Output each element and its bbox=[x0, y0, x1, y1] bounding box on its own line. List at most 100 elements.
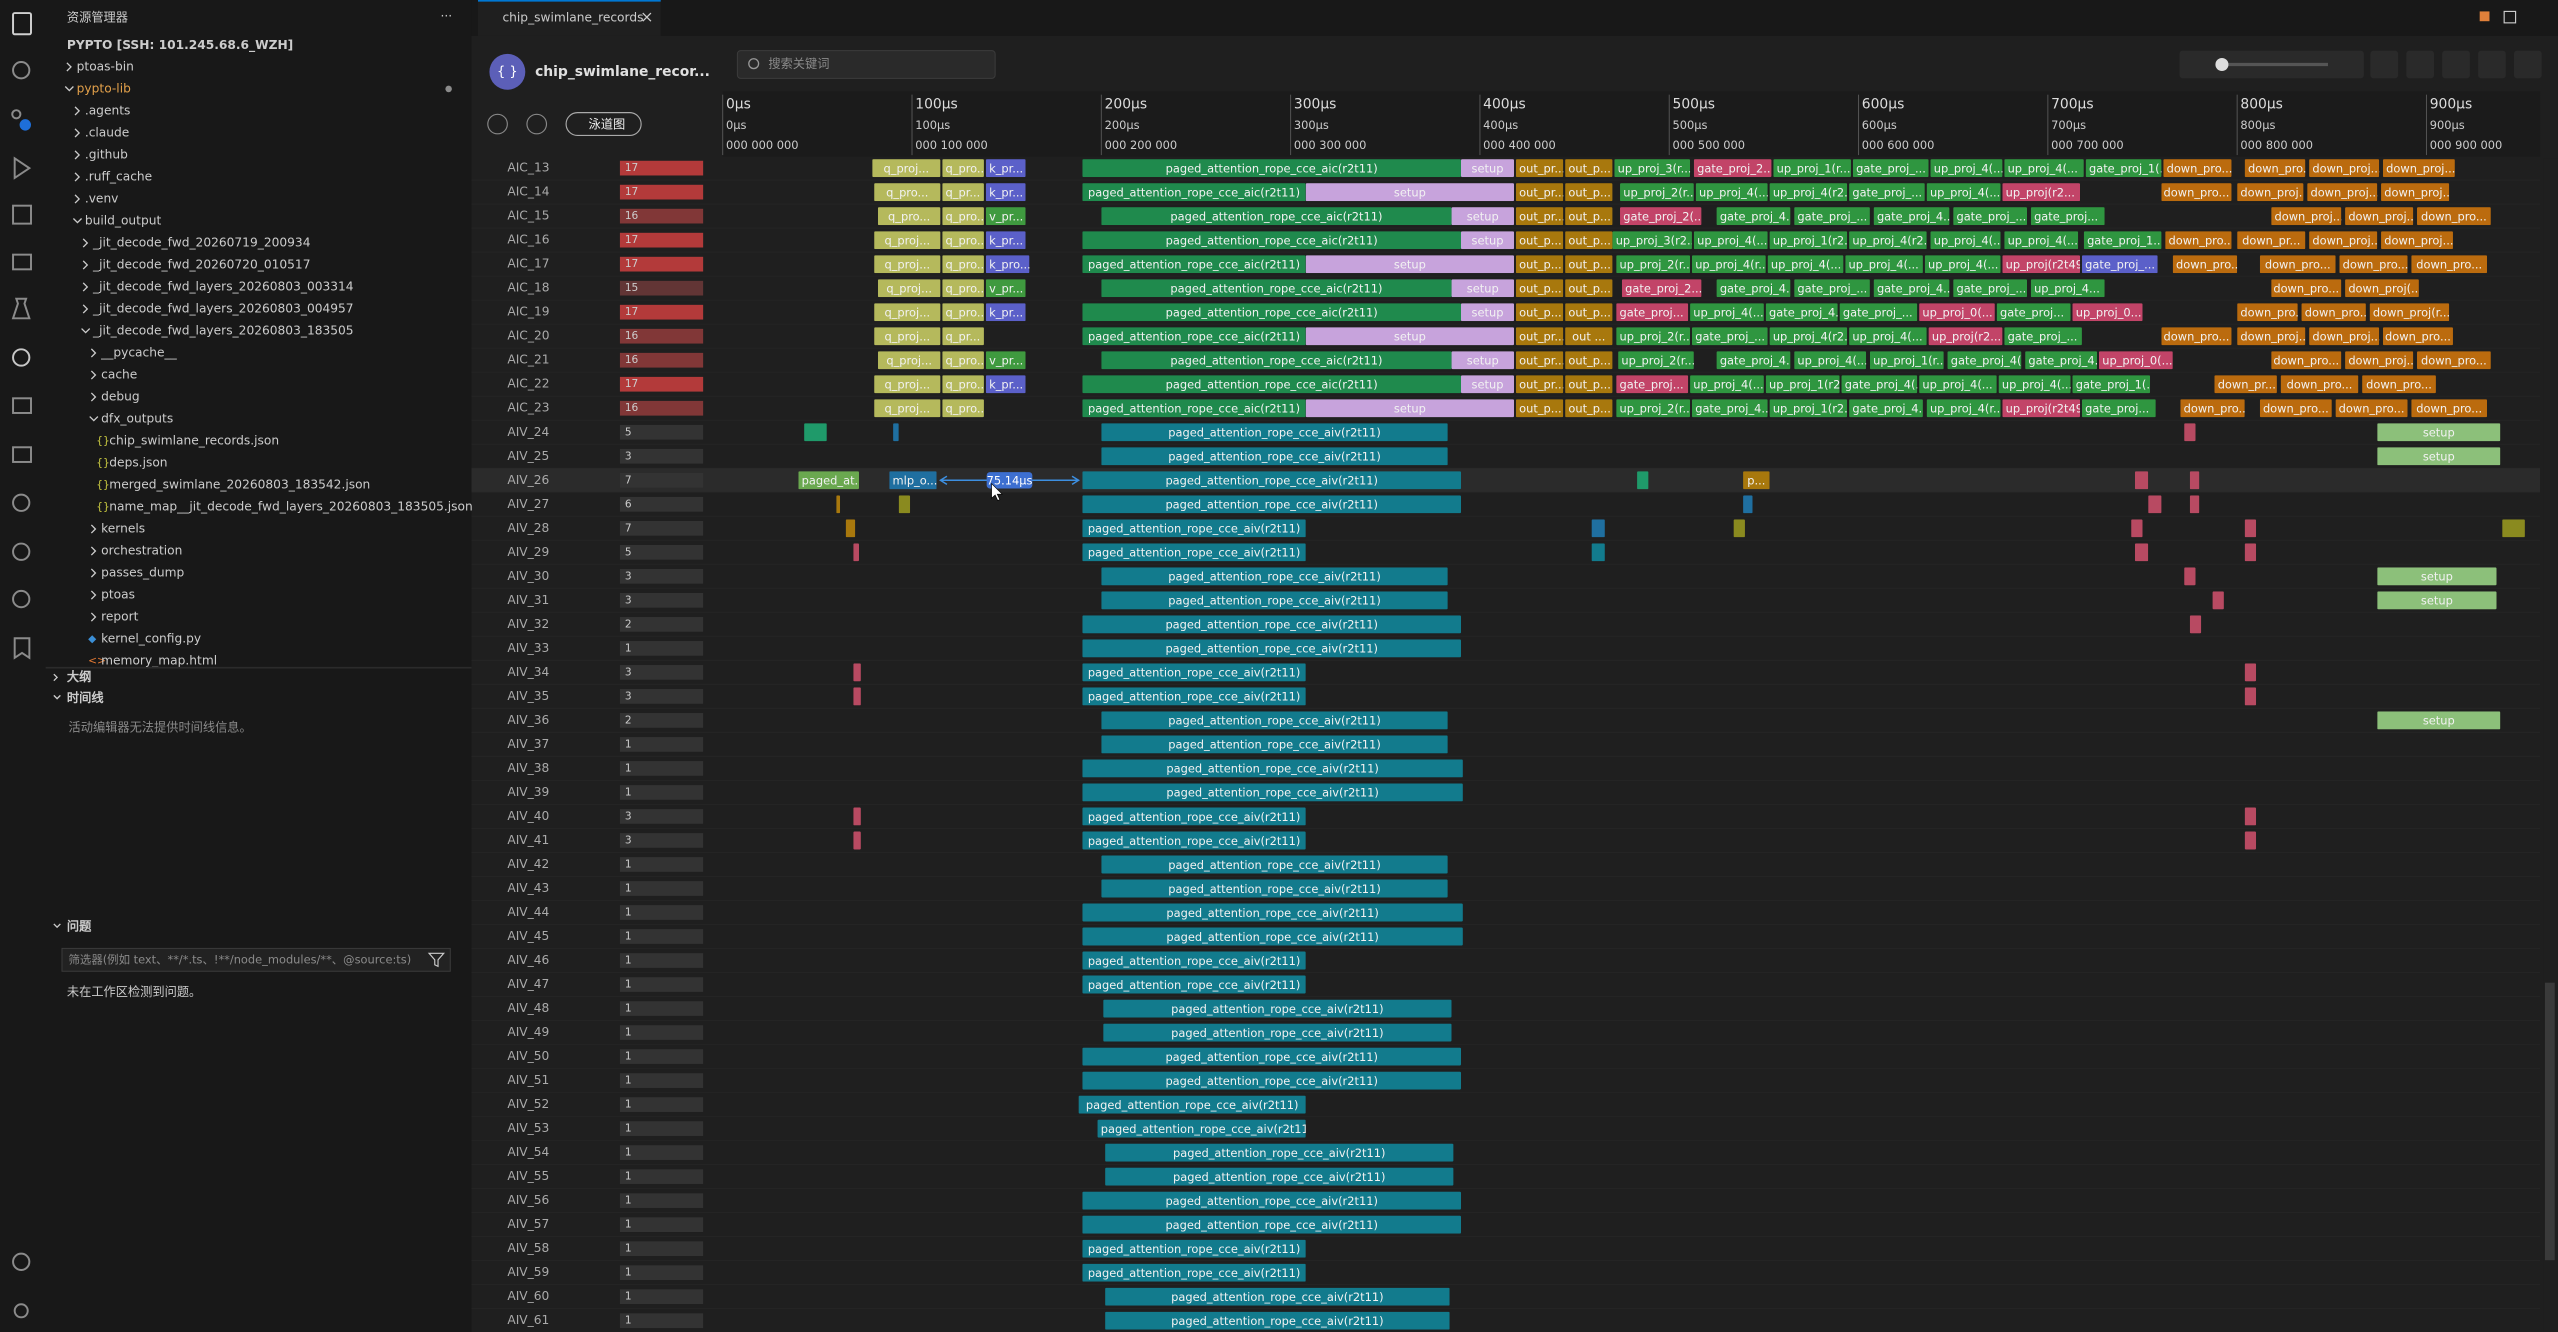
task-bar[interactable] bbox=[1565, 327, 1613, 346]
task-bar[interactable] bbox=[1101, 735, 1448, 754]
tree-item[interactable]: passes_dump bbox=[90, 566, 184, 580]
tree-label[interactable]: _jit_decode_fwd_20260720_010517 bbox=[92, 257, 310, 271]
search-box[interactable] bbox=[736, 50, 996, 79]
tree-item[interactable]: .agents bbox=[74, 103, 130, 117]
tree-label[interactable]: ptoas bbox=[101, 588, 135, 602]
tool-button[interactable] bbox=[2442, 50, 2470, 79]
task-bar[interactable] bbox=[942, 279, 984, 298]
task-bar[interactable] bbox=[1105, 1287, 1450, 1306]
task-bar[interactable] bbox=[2025, 351, 2098, 370]
task-bar[interactable] bbox=[1515, 231, 1564, 250]
task-bar[interactable] bbox=[2189, 471, 2200, 490]
task-bar[interactable] bbox=[942, 207, 984, 226]
task-bar[interactable] bbox=[2072, 303, 2143, 322]
task-bar[interactable] bbox=[1101, 567, 1448, 586]
task-bar[interactable] bbox=[1616, 375, 1689, 394]
task-bar[interactable] bbox=[2307, 183, 2378, 202]
task-bar[interactable] bbox=[2309, 327, 2380, 346]
task-bar[interactable] bbox=[985, 279, 1026, 298]
split-icon[interactable] bbox=[2503, 10, 2517, 24]
tree-label[interactable]: pypto-lib bbox=[77, 81, 131, 95]
task-bar[interactable] bbox=[2189, 615, 2202, 634]
icon-c[interactable] bbox=[12, 493, 31, 512]
task-bar[interactable] bbox=[1743, 495, 1753, 514]
task-bar[interactable] bbox=[845, 519, 856, 538]
task-bar[interactable] bbox=[1082, 1215, 1462, 1234]
task-bar[interactable] bbox=[2134, 471, 2149, 490]
task-bar[interactable] bbox=[2244, 543, 2257, 562]
task-bar[interactable] bbox=[1869, 351, 1944, 370]
task-bar[interactable] bbox=[1082, 831, 1306, 850]
task-bar[interactable] bbox=[1101, 351, 1452, 370]
task-bar[interactable] bbox=[1565, 351, 1613, 370]
task-bar[interactable] bbox=[1082, 759, 1463, 778]
task-bar[interactable] bbox=[1078, 1095, 1306, 1114]
tree-item[interactable]: build_output bbox=[72, 213, 161, 227]
task-bar[interactable] bbox=[2172, 255, 2238, 274]
tree-label[interactable]: _jit_decode_fwd_layers_20260803_004957 bbox=[92, 301, 354, 315]
task-bar[interactable] bbox=[853, 687, 861, 706]
icon-d[interactable] bbox=[12, 542, 31, 561]
task-bar[interactable] bbox=[1565, 303, 1613, 322]
tree-item[interactable]: _jit_decode_fwd_layers_20260803_183505 bbox=[81, 323, 354, 337]
task-bar[interactable] bbox=[1565, 231, 1613, 250]
task-bar[interactable] bbox=[2411, 399, 2488, 418]
task-bar[interactable] bbox=[2244, 159, 2306, 178]
task-bar[interactable] bbox=[1451, 207, 1515, 226]
task-bar[interactable] bbox=[1690, 303, 1764, 322]
task-bar[interactable] bbox=[1105, 1167, 1454, 1186]
tree-label[interactable]: name_map__jit_decode_fwd_layers_20260803… bbox=[109, 500, 472, 514]
task-bar[interactable] bbox=[2098, 351, 2173, 370]
tree-label[interactable]: debug bbox=[101, 389, 140, 403]
task-bar[interactable] bbox=[2002, 399, 2081, 418]
task-bar[interactable] bbox=[1690, 375, 1764, 394]
tree-item[interactable]: {} chip_swimlane_records.json bbox=[96, 433, 279, 447]
task-bar[interactable] bbox=[898, 495, 911, 514]
task-bar[interactable] bbox=[2004, 231, 2079, 250]
task-bar[interactable] bbox=[1082, 1191, 1462, 1210]
tab-title[interactable]: chip_swimlane_records bbox=[502, 10, 643, 24]
sidebar-more[interactable]: ··· bbox=[440, 9, 452, 23]
task-bar[interactable] bbox=[1082, 1263, 1306, 1282]
task-bar[interactable] bbox=[1082, 303, 1462, 322]
task-bar[interactable] bbox=[1305, 255, 1515, 274]
task-bar[interactable] bbox=[1695, 183, 1768, 202]
tree-item[interactable]: cache bbox=[90, 367, 137, 381]
task-bar[interactable] bbox=[1082, 519, 1306, 538]
task-bar[interactable] bbox=[2309, 231, 2378, 250]
task-bar[interactable] bbox=[2381, 231, 2453, 250]
task-bar[interactable] bbox=[1873, 279, 1950, 298]
task-bar[interactable] bbox=[853, 543, 860, 562]
task-bar[interactable] bbox=[2212, 591, 2224, 610]
task-bar[interactable] bbox=[1082, 543, 1306, 562]
task-bar[interactable] bbox=[1082, 639, 1462, 658]
task-bar[interactable] bbox=[2381, 183, 2450, 202]
task-bar[interactable] bbox=[1841, 375, 1918, 394]
task-bar[interactable] bbox=[1461, 303, 1515, 322]
task-bar[interactable] bbox=[942, 399, 984, 418]
tool-button[interactable] bbox=[2513, 50, 2542, 79]
task-bar[interactable] bbox=[872, 159, 941, 178]
task-bar[interactable] bbox=[1794, 279, 1870, 298]
tree-item[interactable]: ptoas-bin bbox=[66, 59, 134, 73]
tree-item[interactable]: _jit_decode_fwd_20260719_200934 bbox=[82, 235, 311, 249]
problems-header[interactable]: 问题 bbox=[67, 919, 92, 934]
task-bar[interactable] bbox=[1515, 255, 1564, 274]
tree-label[interactable]: chip_swimlane_records.json bbox=[109, 433, 279, 447]
task-bar[interactable] bbox=[874, 375, 941, 394]
task-bar[interactable] bbox=[2280, 375, 2359, 394]
tree-item[interactable]: <>memory_map.html bbox=[88, 654, 217, 668]
task-bar[interactable] bbox=[1305, 327, 1515, 346]
task-bar[interactable] bbox=[2237, 327, 2306, 346]
python-icon[interactable] bbox=[12, 589, 31, 609]
task-bar[interactable] bbox=[942, 255, 984, 274]
task-bar[interactable] bbox=[804, 423, 827, 442]
task-bar[interactable] bbox=[1082, 687, 1306, 706]
task-bar[interactable] bbox=[2083, 231, 2162, 250]
tree-label[interactable]: _jit_decode_fwd_layers_20260803_183505 bbox=[92, 323, 354, 337]
task-bar[interactable] bbox=[1515, 351, 1564, 370]
task-bar[interactable] bbox=[1515, 375, 1564, 394]
task-bar[interactable] bbox=[853, 831, 861, 850]
task-bar[interactable] bbox=[874, 231, 941, 250]
task-bar[interactable] bbox=[1082, 159, 1462, 178]
